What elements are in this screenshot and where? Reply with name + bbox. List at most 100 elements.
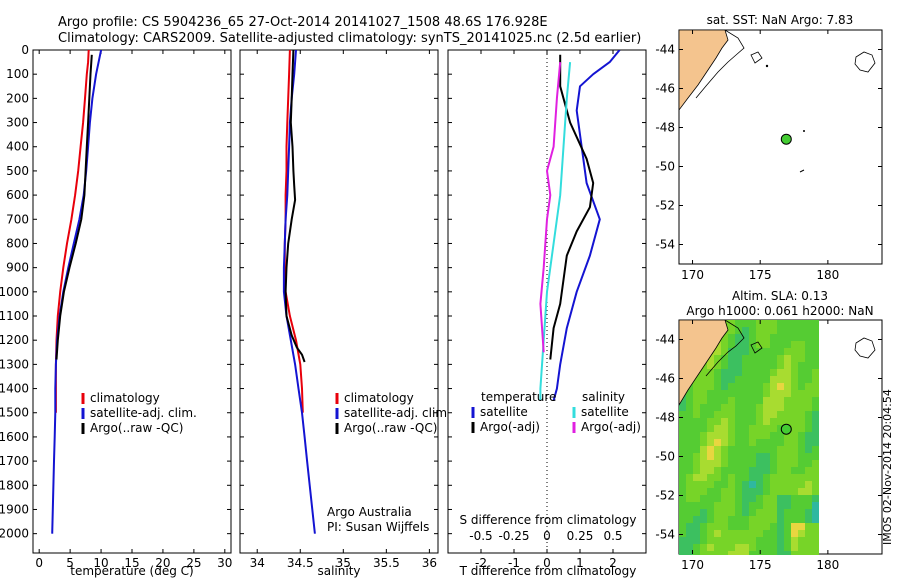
sla-cell (805, 432, 812, 439)
sla-cell (700, 523, 707, 530)
sla-cell (728, 355, 735, 362)
sla-cell (791, 348, 798, 355)
sla-cell (812, 446, 819, 453)
sla-cell (756, 404, 763, 411)
sla-cell (784, 516, 791, 523)
map-x-tick-label: 180 (816, 268, 839, 282)
sla-cell (686, 467, 693, 474)
difference-xlabel: T difference from climatology (459, 564, 637, 578)
sla-cell (784, 544, 791, 551)
sla-cell (798, 383, 805, 390)
sla-cell (749, 530, 756, 537)
sla-cell (742, 369, 749, 376)
temperature-plot-frame (32, 49, 232, 554)
sla-cell (686, 523, 693, 530)
sla-cell (728, 397, 735, 404)
sla-cell (728, 418, 735, 425)
sla-cell (749, 397, 756, 404)
sla-cell (679, 502, 686, 509)
x-tick-label: 34 (250, 556, 265, 570)
sla-cell (735, 404, 742, 411)
sla-cell (763, 425, 770, 432)
sla-cell (686, 446, 693, 453)
sla-cell (812, 474, 819, 481)
y-tick-label: 1300 (0, 357, 29, 371)
sla-cell (784, 460, 791, 467)
sla-cell (777, 495, 784, 502)
sla-cell (728, 551, 735, 555)
sla-cell (742, 488, 749, 495)
y-tick-label: 1700 (0, 454, 29, 468)
y-tick-label: 0 (21, 43, 29, 57)
sla-cell (805, 523, 812, 530)
sla-cell (777, 488, 784, 495)
sla-cell (763, 334, 770, 341)
sla-cell (728, 327, 735, 334)
sla-cell (707, 369, 714, 376)
sla-cell (777, 446, 784, 453)
sla-cell (791, 411, 798, 418)
sla-cell (784, 390, 791, 397)
sla-cell (714, 544, 721, 551)
sla-cell (721, 488, 728, 495)
sla-cell (749, 404, 756, 411)
legend-title-temperature: temperature (481, 390, 556, 404)
sla-cell (812, 362, 819, 369)
sla-cell (812, 348, 819, 355)
sla-cell (721, 502, 728, 509)
sla-cell (742, 362, 749, 369)
sla-cell (777, 530, 784, 537)
sla-cell (756, 439, 763, 446)
map-x-tick-label: 180 (816, 558, 839, 572)
sla-cell (812, 544, 819, 551)
sla-cell (679, 509, 686, 516)
sla-cell (763, 516, 770, 523)
sla-cell (812, 327, 819, 334)
sla-cell (700, 516, 707, 523)
sla-cell (749, 460, 756, 467)
sla-cell (693, 446, 700, 453)
sla-cell (770, 537, 777, 544)
sla-cell (679, 418, 686, 425)
sla-cell (721, 467, 728, 474)
sla-cell (812, 397, 819, 404)
y-tick-label: 1000 (0, 285, 29, 299)
sla-cell (805, 502, 812, 509)
sla-cell (728, 425, 735, 432)
sla-cell (763, 348, 770, 355)
sla-map-title-line2: Argo h1000: 0.061 h2000: NaN (686, 304, 873, 318)
sla-cell (798, 495, 805, 502)
sla-cell (700, 460, 707, 467)
sla-cell (714, 397, 721, 404)
sla-cell (700, 530, 707, 537)
sla-cell (735, 348, 742, 355)
sla-cell (693, 439, 700, 446)
sla-cell (777, 474, 784, 481)
sla-cell (798, 341, 805, 348)
y-tick-label: 900 (6, 261, 29, 275)
sla-cell (707, 362, 714, 369)
small-island-3 (799, 169, 805, 173)
x-tick-label: -1 (508, 556, 520, 570)
sla-cell (707, 551, 714, 555)
sla-cell (693, 516, 700, 523)
sla-cell (812, 334, 819, 341)
sla-cell (798, 397, 805, 404)
y-tick-label: 700 (6, 212, 29, 226)
sla-cell (735, 334, 742, 341)
sla-cell (721, 334, 728, 341)
sla-cell (735, 495, 742, 502)
sla-cell (770, 488, 777, 495)
sla-cell (777, 327, 784, 334)
sla-cell (707, 411, 714, 418)
sla-cell (777, 383, 784, 390)
sla-cell (686, 551, 693, 555)
sla-cell (742, 390, 749, 397)
salinity-xlabel: salinity (317, 564, 360, 578)
sla-cell (805, 453, 812, 460)
sla-cell (812, 502, 819, 509)
sla-cell (791, 362, 798, 369)
sla-cell (686, 390, 693, 397)
sla-cell (721, 341, 728, 348)
